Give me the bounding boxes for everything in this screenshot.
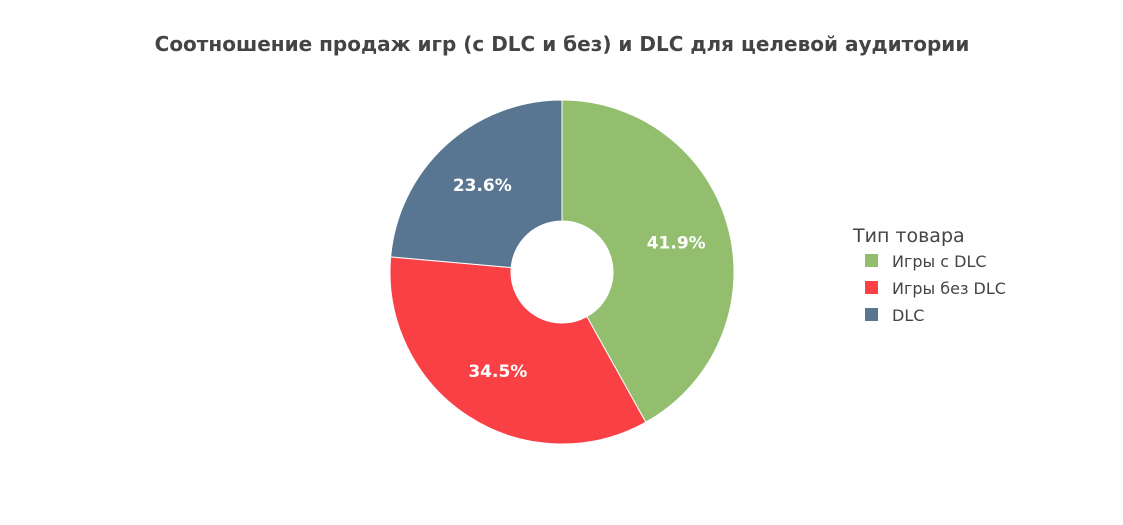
chart-title: Соотношение продаж игр (с DLC и без) и D…: [155, 32, 970, 56]
legend-title: Тип товара: [852, 225, 965, 247]
slice-value-label: 23.6%: [453, 176, 512, 196]
pie-slice: [561, 99, 735, 423]
slice-value-label: 41.9%: [647, 233, 706, 253]
legend-label[interactable]: DLC: [892, 306, 924, 325]
legend-swatch[interactable]: [865, 308, 878, 321]
pie-slice: [390, 99, 563, 269]
legend-items: Игры с DLC Игры без DLC DLC: [865, 252, 1006, 325]
legend-label[interactable]: Игры без DLC: [892, 279, 1006, 298]
legend-label[interactable]: Игры с DLC: [892, 252, 987, 271]
pie-slices: [389, 99, 735, 445]
pie-slice: [389, 256, 647, 445]
slice-value-label: 34.5%: [468, 362, 527, 382]
legend: Тип товара Игры с DLC Игры без DLC DLC: [852, 225, 1006, 325]
slice-labels: 41.9% 34.5% 23.6%: [453, 176, 706, 382]
legend-swatch[interactable]: [865, 254, 878, 267]
legend-swatch[interactable]: [865, 281, 878, 294]
